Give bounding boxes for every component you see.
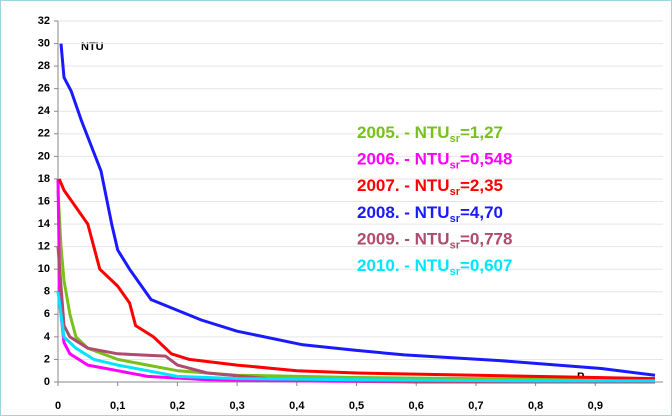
x-tick-label: 0,5 <box>349 400 364 412</box>
legend-subscript: sr <box>450 213 461 225</box>
y-tick-label: 22 <box>38 128 50 140</box>
x-tick-label: 0,8 <box>528 400 543 412</box>
x-tick-label: 0 <box>55 400 61 412</box>
legend-subscript: sr <box>450 133 461 145</box>
legend-entry: 2006. - NTUsr=0,548 <box>357 150 512 171</box>
y-tick-label: 16 <box>38 195 50 207</box>
legend-subscript: sr <box>450 186 461 198</box>
legend-entry: 2009. - NTUsr=0,778 <box>357 230 512 251</box>
y-tick-label: 28 <box>38 60 50 72</box>
legend-subscript: sr <box>450 239 461 251</box>
x-tick-label: 0,3 <box>229 400 244 412</box>
x-tick-label: 0,6 <box>409 400 424 412</box>
x-tick-label: 0,2 <box>170 400 185 412</box>
series-line <box>56 291 655 383</box>
y-tick-label: 18 <box>38 173 50 185</box>
y-tick-label: 10 <box>38 263 50 275</box>
legend-name: 2007. - NTU <box>357 177 450 196</box>
legend-subscript: sr <box>450 160 461 172</box>
y-tick-label: 12 <box>38 241 50 253</box>
legend-mean: =1,27 <box>460 123 503 142</box>
legend-name: 2005. - NTU <box>357 123 450 142</box>
y-tick-label: 0 <box>44 376 50 388</box>
legend-mean: =0,607 <box>460 256 512 275</box>
y-tick-label: 4 <box>44 331 51 343</box>
legend-entry: 2007. - NTUsr=2,35 <box>357 177 503 198</box>
legend-name: 2010. - NTU <box>357 256 450 275</box>
legend-subscript: sr <box>450 266 461 278</box>
legend-entry: 2008. - NTUsr=4,70 <box>357 203 503 224</box>
y-tick-label: 8 <box>44 286 50 298</box>
legend-name: 2009. - NTU <box>357 230 450 249</box>
x-tick-label: 0,7 <box>468 400 483 412</box>
y-tick-label: 20 <box>38 150 50 162</box>
y-tick-label: 14 <box>38 218 51 230</box>
y-tick-label: 2 <box>44 353 50 365</box>
y-tick-label: 24 <box>38 105 51 117</box>
x-tick-label: 0,9 <box>588 400 603 412</box>
legend-mean: =0,778 <box>460 230 512 249</box>
legend-name: 2006. - NTU <box>357 150 450 169</box>
legend-entry: 2010. - NTUsr=0,607 <box>357 256 512 277</box>
legend-entry: 2005. - NTUsr=1,27 <box>357 123 503 144</box>
y-tick-label: 26 <box>38 83 50 95</box>
legend-mean: =4,70 <box>460 203 503 222</box>
series-line <box>57 178 656 381</box>
series-line <box>56 190 656 382</box>
x-tick-label: 0,4 <box>289 400 305 412</box>
legend-mean: =2,35 <box>460 177 503 196</box>
y-tick-label: 30 <box>38 37 50 49</box>
legend-name: 2008. - NTU <box>357 203 450 222</box>
y-axis-label: NTU <box>81 41 104 53</box>
x-tick-label: 0,1 <box>110 400 125 412</box>
legend-mean: =0,548 <box>460 150 512 169</box>
y-tick-label: 32 <box>38 15 50 27</box>
y-tick-label: 6 <box>44 308 50 320</box>
series-line <box>59 43 656 377</box>
